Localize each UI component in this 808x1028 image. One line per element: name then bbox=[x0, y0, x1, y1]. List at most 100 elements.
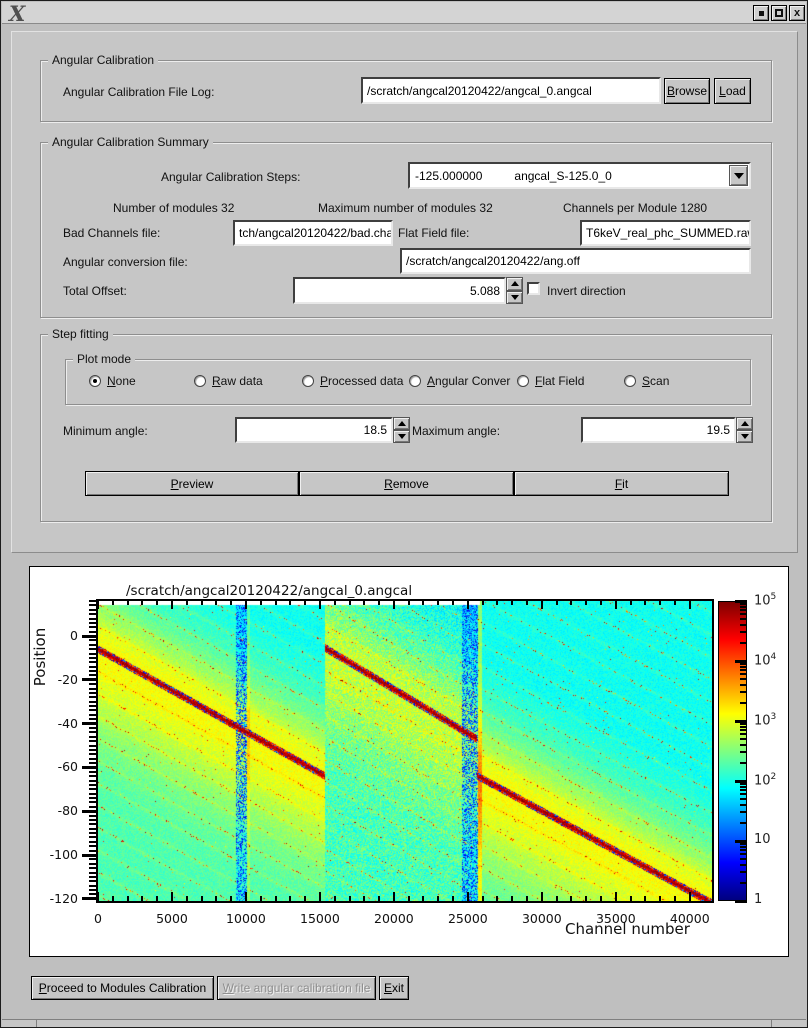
total-offset-spinner[interactable] bbox=[506, 277, 523, 304]
x-tick bbox=[333, 896, 336, 901]
window-resize-bar[interactable] bbox=[2, 1019, 806, 1027]
remove-button[interactable]: Remove bbox=[299, 471, 514, 496]
spin-down-button[interactable] bbox=[393, 430, 410, 443]
colorbar-minor-tick bbox=[740, 842, 747, 845]
y-tick bbox=[89, 753, 96, 756]
x-tick bbox=[674, 896, 676, 901]
x-tick bbox=[392, 892, 395, 901]
spin-down-button[interactable] bbox=[736, 430, 753, 443]
radio-processed-data[interactable]: Processed data bbox=[302, 374, 403, 388]
y-axis-tick-label: -100 bbox=[49, 847, 78, 862]
radio-angular-conversion[interactable]: Angular Conver bbox=[409, 374, 510, 388]
radio-flat-field[interactable]: Flat Field bbox=[517, 374, 584, 388]
maximum-angle-label: Maximum angle: bbox=[412, 424, 501, 438]
colorbar-tick bbox=[735, 599, 747, 603]
x-tick-top bbox=[422, 601, 425, 605]
y-tick bbox=[89, 687, 96, 690]
colorbar-minor-tick bbox=[740, 803, 747, 806]
group-plot-mode: Plot mode None Raw data Processed data A… bbox=[65, 352, 751, 405]
x-tick bbox=[378, 896, 381, 901]
y-tick bbox=[89, 670, 96, 673]
write-angular-calibration-file-button[interactable]: Write angular calibration file bbox=[217, 976, 376, 1000]
proceed-to-modules-calibration-button[interactable]: Proceed to Modules Calibration bbox=[31, 976, 214, 1000]
file-log-label: Angular Calibration File Log: bbox=[63, 85, 215, 99]
x-tick bbox=[156, 896, 159, 901]
colorbar-minor-tick bbox=[740, 673, 747, 676]
spin-up-button[interactable] bbox=[736, 417, 753, 430]
radio-scan[interactable]: Scan bbox=[624, 374, 669, 388]
angular-conversion-input[interactable]: /scratch/angcal20120422/ang.off bbox=[400, 248, 751, 274]
group-step-fitting-legend: Step fitting bbox=[48, 327, 113, 341]
spin-up-button[interactable] bbox=[393, 417, 410, 430]
exit-button[interactable]: Exit bbox=[379, 976, 409, 1000]
x-tick-top bbox=[156, 601, 159, 605]
y-tick bbox=[82, 765, 96, 769]
y-tick bbox=[89, 727, 96, 729]
close-button[interactable]: x bbox=[789, 5, 805, 21]
colorbar-minor-tick bbox=[740, 631, 747, 634]
colorbar-minor-tick bbox=[740, 665, 747, 668]
preview-button[interactable]: Preview bbox=[85, 471, 299, 496]
radio-none[interactable]: None bbox=[89, 374, 136, 388]
file-log-input[interactable]: /scratch/angcal20120422/angcal_0.angcal bbox=[361, 77, 661, 104]
bad-channels-input[interactable]: tch/angcal20120422/bad.chan bbox=[233, 220, 393, 246]
minimum-angle-input[interactable]: 18.5 bbox=[235, 417, 393, 443]
y-tick bbox=[89, 691, 96, 694]
colorbar-minor-tick bbox=[740, 613, 747, 616]
spin-down-button[interactable] bbox=[506, 290, 523, 304]
colorbar-tick-label: 10 bbox=[754, 832, 771, 847]
combobox-dropdown-button[interactable] bbox=[729, 165, 748, 186]
colorbar-minor-tick bbox=[740, 725, 747, 728]
maximum-angle-input[interactable]: 19.5 bbox=[581, 417, 736, 443]
minimize-button[interactable] bbox=[753, 5, 769, 21]
x-tick bbox=[496, 896, 499, 901]
x-tick-top bbox=[511, 601, 514, 605]
browse-button[interactable]: Browse bbox=[664, 78, 710, 104]
y-tick bbox=[89, 656, 96, 659]
maximum-angle-spinner[interactable] bbox=[736, 417, 753, 443]
y-tick bbox=[89, 604, 96, 607]
calibration-steps-combobox[interactable]: -125.000000 angcal_S-125.0_0 bbox=[408, 162, 751, 189]
flat-field-input[interactable]: T6keV_real_phc_SUMMED.raw bbox=[580, 220, 751, 246]
x11-logo-icon: X bbox=[9, 1, 26, 26]
y-tick bbox=[89, 792, 96, 795]
flat-field-label: Flat Field file: bbox=[398, 226, 470, 240]
radio-raw-data[interactable]: Raw data bbox=[194, 374, 263, 388]
colorbar-minor-tick bbox=[740, 782, 747, 785]
x-tick bbox=[97, 892, 99, 901]
x-tick bbox=[200, 896, 203, 901]
colorbar-minor-tick bbox=[740, 701, 747, 704]
x-tick bbox=[585, 896, 588, 901]
spin-up-button[interactable] bbox=[506, 277, 523, 291]
x-axis-tick-label: 30000 bbox=[521, 911, 562, 926]
title-bar[interactable]: X x bbox=[2, 1, 806, 26]
load-button[interactable]: Load bbox=[714, 78, 751, 104]
colorbar-minor-tick bbox=[740, 691, 747, 694]
colorbar-tick bbox=[735, 899, 747, 903]
y-tick bbox=[89, 858, 96, 861]
group-summary-legend: Angular Calibration Summary bbox=[48, 135, 213, 149]
x-tick bbox=[274, 896, 277, 901]
x-tick bbox=[111, 896, 114, 901]
y-tick bbox=[89, 621, 96, 624]
y-axis-tick-label: -60 bbox=[57, 759, 78, 775]
x-tick-top bbox=[452, 601, 455, 605]
x-tick-top bbox=[333, 601, 336, 605]
x-tick-top bbox=[230, 601, 233, 605]
fit-button[interactable]: Fit bbox=[514, 471, 729, 496]
y-tick bbox=[89, 744, 96, 747]
y-tick bbox=[89, 705, 96, 708]
x-tick-top bbox=[407, 601, 410, 605]
colorbar-minor-tick bbox=[740, 618, 747, 621]
maximize-button[interactable] bbox=[771, 5, 787, 21]
x-tick-top bbox=[392, 601, 395, 609]
y-tick bbox=[89, 735, 96, 738]
step-name: angcal_S-125.0_0 bbox=[514, 168, 612, 183]
colorbar-minor-tick bbox=[740, 881, 747, 884]
y-tick bbox=[89, 779, 96, 782]
y-tick bbox=[89, 783, 96, 786]
invert-direction-checkbox[interactable] bbox=[527, 282, 540, 295]
total-offset-input[interactable]: 5.088 bbox=[293, 277, 506, 304]
y-tick bbox=[89, 700, 96, 703]
minimum-angle-spinner[interactable] bbox=[393, 417, 410, 443]
